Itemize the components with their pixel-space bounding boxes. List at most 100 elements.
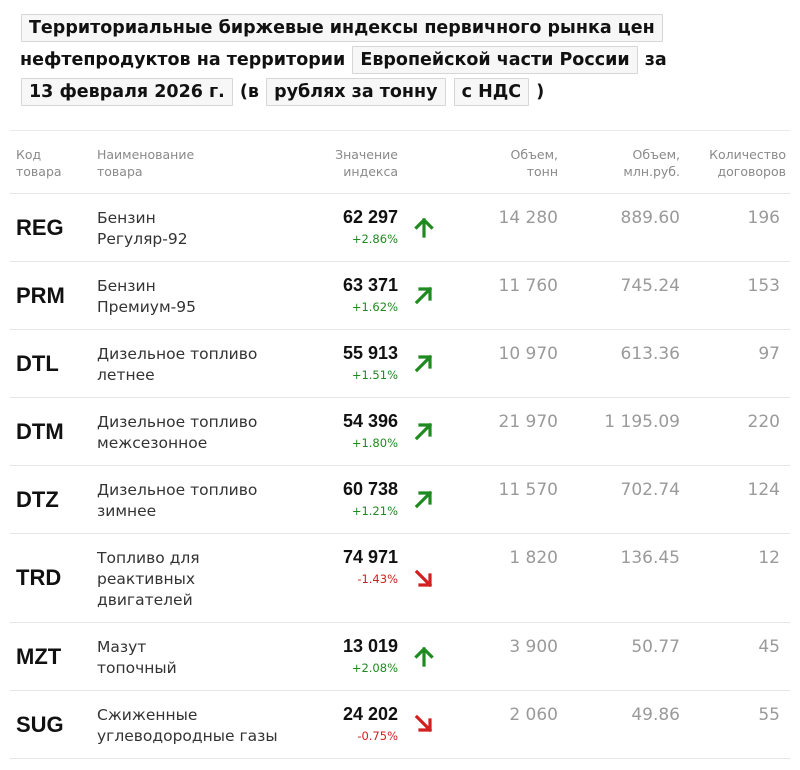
index-value: 62 297 xyxy=(342,207,398,227)
product-name: Дизельное топливо летнее xyxy=(97,344,297,386)
arrow-up-right-icon xyxy=(413,488,435,510)
index-value: 63 371 xyxy=(342,275,398,295)
volume-tons: 1 820 xyxy=(509,548,558,568)
table-row[interactable]: TRD Топливо для реактивных двигателей 74 971… xyxy=(10,534,790,623)
arrow-up-right-icon xyxy=(413,284,435,306)
title-za: за xyxy=(644,50,667,70)
arrow-down-right-icon xyxy=(413,568,435,590)
product-name-line: межсезонное xyxy=(97,434,208,452)
col-name-header: Наименование товара xyxy=(97,147,195,179)
title-line-1[interactable]: Территориальные биржевые индексы первичн… xyxy=(21,14,663,42)
index-value: 60 738 xyxy=(342,479,398,499)
product-name: Мазут топочный xyxy=(97,637,297,679)
index-change: +2.08% xyxy=(351,661,398,675)
col-value-header: Значение индекса xyxy=(335,147,398,179)
contracts-count: 196 xyxy=(747,208,780,228)
contracts-count: 45 xyxy=(758,637,780,657)
index-change: +2.86% xyxy=(351,232,398,246)
contracts-count: 97 xyxy=(758,344,780,364)
col-mln-header: Объем, млн.руб. xyxy=(623,147,680,179)
volume-tons: 3 900 xyxy=(509,637,558,657)
product-name-line: зимнее xyxy=(97,502,157,520)
product-name: Сжиженные углеводородные газы xyxy=(97,705,297,747)
volume-mln-rub: 136.45 xyxy=(620,548,680,568)
volume-mln-rub: 1 195.09 xyxy=(604,412,680,432)
index-value: 13 019 xyxy=(342,636,398,656)
index-value: 74 971 xyxy=(342,547,398,567)
product-code: TRD xyxy=(16,565,62,590)
title-close-paren: ) xyxy=(536,82,545,102)
arrow-up-right-icon xyxy=(413,352,435,374)
product-name: Бензин Премиум-95 xyxy=(97,276,297,318)
vat-selector[interactable]: с НДС xyxy=(453,78,530,106)
index-change: +1.80% xyxy=(351,436,398,450)
table-row[interactable]: DTM Дизельное топливо межсезонное 54 396 +1.… xyxy=(10,398,790,466)
index-change: -1.43% xyxy=(357,572,398,586)
contracts-count: 124 xyxy=(747,480,780,500)
index-change: -0.75% xyxy=(357,729,398,743)
index-value: 55 913 xyxy=(342,343,398,363)
col-code-header: Код товара xyxy=(16,147,62,179)
product-code: PRM xyxy=(16,283,65,308)
product-name-line: двигателей xyxy=(97,591,193,609)
volume-tons: 10 970 xyxy=(498,344,558,364)
product-name-line: реактивных xyxy=(97,570,196,588)
volume-tons: 11 760 xyxy=(498,276,558,296)
region-selector[interactable]: Европейской части России xyxy=(352,46,638,74)
arrow-up-right-icon xyxy=(413,420,435,442)
volume-mln-rub: 889.60 xyxy=(620,208,680,228)
volume-tons: 11 570 xyxy=(498,480,558,500)
contracts-count: 55 xyxy=(758,705,780,725)
arrow-up-icon xyxy=(413,645,435,667)
table-row[interactable]: SUG Сжиженные углеводородные газы 24 202 -0.… xyxy=(10,691,790,759)
index-change: +1.21% xyxy=(351,504,398,518)
table-body: REG Бензин Регуляр-92 62 297 +2.86% 14 280 889… xyxy=(10,194,790,759)
product-code: MZT xyxy=(16,644,62,669)
product-name: Бензин Регуляр-92 xyxy=(97,208,297,250)
col-volume-header: Объем, тонн xyxy=(510,147,558,179)
index-change: +1.62% xyxy=(351,300,398,314)
product-name-line: Премиум-95 xyxy=(97,298,196,316)
index-value: 24 202 xyxy=(342,704,398,724)
contracts-count: 153 xyxy=(747,276,780,296)
table-row[interactable]: PRM Бензин Премиум-95 63 371 +1.62% 11 760 745… xyxy=(10,262,790,330)
title-open-paren: (в xyxy=(239,82,259,102)
product-name-line: Дизельное топливо xyxy=(97,413,258,431)
volume-tons: 14 280 xyxy=(498,208,558,228)
table-row[interactable]: MZT Мазут топочный 13 019 +2.08% 3 900 50.77 45 xyxy=(10,623,790,691)
product-name-line: Топливо для xyxy=(97,549,200,567)
product-name: Дизельное топливо межсезонное xyxy=(97,412,297,454)
title-text: нефтепродуктов на территории xyxy=(20,50,346,70)
product-name: Дизельное топливо зимнее xyxy=(97,480,297,522)
product-code: DTM xyxy=(16,419,64,444)
table-row[interactable]: DTL Дизельное топливо летнее 55 913 +1.51% 10… xyxy=(10,330,790,398)
index-change: +1.51% xyxy=(351,368,398,382)
page-title: Территориальные биржевые индексы первичн… xyxy=(20,12,780,108)
col-count-header: Количество договоров xyxy=(709,147,786,179)
index-table: Код товара Наименование товара Значение инд… xyxy=(10,130,790,759)
table-row[interactable]: DTZ Дизельное топливо зимнее 60 738 +1.21% 11… xyxy=(10,466,790,534)
product-name-line: Мазут xyxy=(97,638,147,656)
contracts-count: 220 xyxy=(747,412,780,432)
volume-tons: 21 970 xyxy=(498,412,558,432)
currency-selector[interactable]: рублях за тонну xyxy=(266,78,446,106)
volume-mln-rub: 745.24 xyxy=(620,276,680,296)
volume-mln-rub: 50.77 xyxy=(631,637,680,657)
table-row[interactable]: REG Бензин Регуляр-92 62 297 +2.86% 14 280 889… xyxy=(10,194,790,262)
volume-tons: 2 060 xyxy=(509,705,558,725)
product-code: DTZ xyxy=(16,487,59,512)
date-selector[interactable]: 13 февраля 2026 г. xyxy=(21,78,233,106)
volume-mln-rub: 702.74 xyxy=(620,480,680,500)
product-code: REG xyxy=(16,215,64,240)
product-name-line: Дизельное топливо xyxy=(97,481,258,499)
product-name-line: Сжиженные xyxy=(97,706,198,724)
product-name-line: топочный xyxy=(97,659,177,677)
index-value: 54 396 xyxy=(342,411,398,431)
table-header: Код товара Наименование товара Значение инд… xyxy=(10,130,790,194)
product-code: DTL xyxy=(16,351,59,376)
contracts-count: 12 xyxy=(758,548,780,568)
product-name-line: углеводородные газы xyxy=(97,727,278,745)
volume-mln-rub: 49.86 xyxy=(631,705,680,725)
arrow-up-icon xyxy=(413,216,435,238)
product-code: SUG xyxy=(16,712,64,737)
